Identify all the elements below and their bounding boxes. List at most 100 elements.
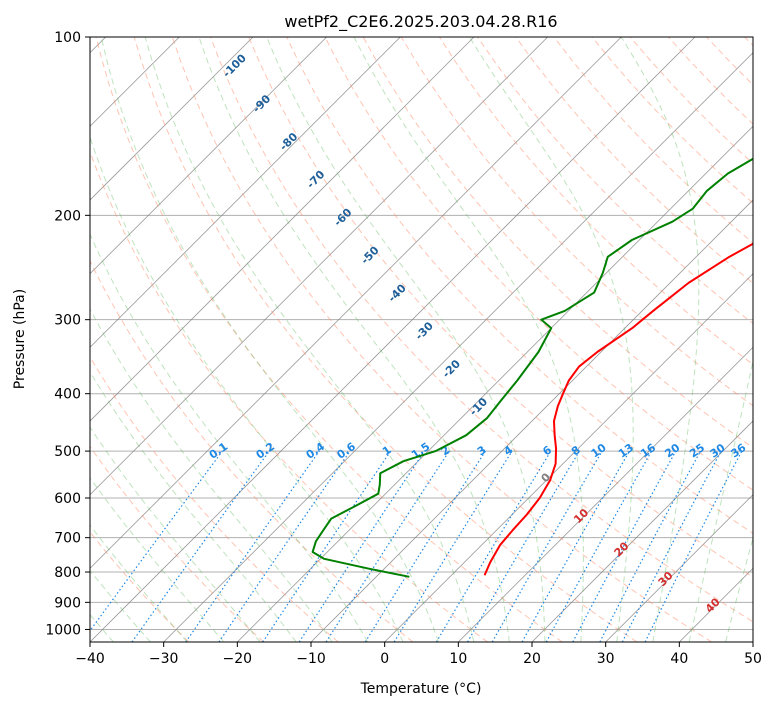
y-tick-label: 800 — [54, 565, 81, 581]
mixing-ratio-label: 0.4 — [304, 440, 328, 462]
dry-adiabat-label: -70 — [304, 168, 327, 191]
moist-adiabat-line — [90, 569, 151, 642]
y-tick-label: 700 — [54, 531, 81, 547]
plot-frame — [89, 36, 754, 643]
dry-adiabat-label: -40 — [386, 281, 409, 304]
dry-adiabat-label: -60 — [331, 206, 354, 229]
mixing-ratio-label: 0.1 — [207, 440, 230, 462]
x-tick-label: 30 — [597, 651, 615, 667]
dry-adiabat-line — [324, 37, 753, 491]
mixing-ratio-line — [435, 450, 552, 642]
isotherm-line — [90, 37, 327, 275]
isotherm-line — [237, 125, 753, 642]
moist-adiabat-line — [725, 536, 753, 642]
isotherm-line — [90, 37, 475, 422]
mixing-ratio-label: 36 — [728, 441, 748, 461]
mixing-ratio-line — [325, 450, 450, 642]
dry-adiabat-line — [95, 37, 563, 642]
mixing-ratio-label: 0.6 — [335, 440, 359, 462]
x-axis-title: Temperature (°C) — [360, 681, 482, 697]
mixing-ratio-line — [185, 450, 320, 642]
moist-adiabat-label: 20 — [612, 539, 632, 559]
dry-adiabat-label: -30 — [413, 319, 436, 342]
mixing-ratio-line — [545, 450, 653, 642]
moist-adiabat-line — [688, 358, 753, 642]
y-tick-label: 300 — [54, 313, 81, 329]
temperature-line — [483, 242, 753, 576]
moist-adiabat-line — [90, 233, 369, 642]
x-tick-label: −20 — [223, 651, 253, 667]
x-tick-label: −40 — [75, 651, 105, 667]
x-tick-label: −10 — [296, 651, 326, 667]
isotherm-line — [90, 37, 401, 348]
mixing-ratio-line — [644, 450, 743, 642]
moist-adiabat-line — [90, 370, 297, 642]
isotherm-line — [90, 37, 548, 496]
dry-adiabat-line — [90, 356, 339, 642]
dry-adiabat-line — [286, 37, 753, 534]
mixing-ratio-label: 20 — [662, 441, 682, 461]
isotherm-line — [90, 37, 696, 642]
mixing-ratio-label: 30 — [708, 441, 728, 461]
isotherm-line — [384, 273, 753, 642]
dry-adiabat-line — [553, 37, 753, 244]
isotherm-line — [605, 494, 753, 642]
isotherm-line — [458, 346, 753, 642]
dry-adiabat-line — [248, 37, 753, 578]
dry-adiabat-line — [515, 37, 753, 284]
dry-adiabat-line — [210, 37, 753, 623]
x-tick-label: 20 — [523, 651, 541, 667]
mixing-ratio-line — [364, 450, 486, 642]
dry-adiabat-line — [706, 37, 753, 86]
dry-adiabat-label: -10 — [467, 395, 490, 418]
x-tick-label: 50 — [744, 651, 762, 667]
isotherm-line — [679, 567, 753, 642]
mixing-ratio-label: 10 — [589, 441, 609, 461]
moist-adiabat-line — [90, 524, 188, 642]
y-tick-label: 200 — [54, 208, 81, 224]
moist-adiabat-line — [90, 308, 333, 642]
moist-adiabat-line — [100, 37, 439, 642]
y-tick-label: 600 — [54, 491, 81, 507]
isotherm-line — [531, 420, 753, 642]
moist-adiabat-line — [469, 37, 634, 642]
x-tick-label: −30 — [149, 651, 179, 667]
x-tick-label: 0 — [380, 651, 389, 667]
moist-adiabat-label: 40 — [703, 595, 723, 615]
moist-adiabat-line — [90, 476, 225, 642]
isotherm-line — [310, 199, 753, 642]
moist-adiabat-line — [266, 37, 546, 642]
y-tick-label: 900 — [54, 595, 81, 611]
chart-title: wetPf2_C2E6.2025.203.04.28.R16 — [284, 12, 557, 32]
y-tick-label: 400 — [54, 387, 81, 403]
mixing-ratio-line — [131, 450, 270, 642]
moist-adiabat-line — [90, 426, 261, 642]
moist-adiabat-line — [198, 37, 510, 642]
moist-adiabat-line — [620, 37, 700, 642]
line-labels: 0.1 0.2 0.4 0.6 1 1.5 2 3 4 6 8 10 13 16 20 25 30 36-100-… — [207, 51, 749, 615]
mixing-ratio-line — [262, 450, 392, 642]
y-tick-label: 1000 — [45, 622, 81, 638]
dry-adiabat-line — [90, 445, 264, 642]
isotherm-line — [752, 641, 753, 642]
dewpoint-line — [311, 157, 753, 578]
mixing-ratio-line — [90, 450, 223, 632]
mixing-ratio-line — [393, 450, 513, 642]
moist-adiabat-line — [90, 135, 404, 642]
sounding-series — [311, 157, 753, 578]
dry-adiabat-line — [668, 37, 753, 125]
plot-area — [90, 37, 753, 642]
isotherm-line — [163, 52, 753, 642]
x-tick-label: 40 — [670, 651, 688, 667]
dry-adiabat-line — [90, 259, 414, 642]
y-tick-label: 100 — [54, 30, 81, 46]
moist-adiabat-line — [353, 37, 584, 642]
y-axis-title: Pressure (hPa) — [12, 289, 28, 389]
axes: −40 −30 −20 −10 0 10 20 30 40 50 100 200 300 400 500 60… — [45, 30, 762, 667]
dry-adiabat-label: -50 — [358, 243, 381, 266]
mixing-ratio-line — [572, 450, 677, 642]
dry-adiabat-label: -90 — [250, 92, 273, 115]
mixing-ratio-label: 16 — [638, 441, 658, 461]
isotherm-line — [90, 37, 622, 569]
